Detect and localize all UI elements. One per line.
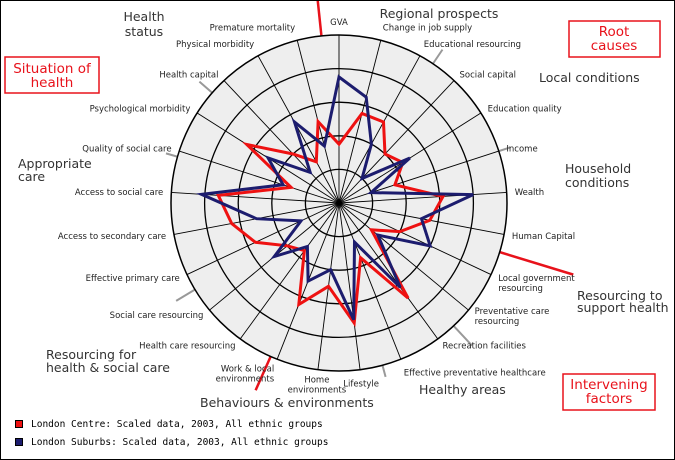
spoke-line bbox=[338, 202, 492, 275]
spoke-label: Educational resourcing bbox=[424, 40, 521, 50]
legend-item-london-suburbs: London Suburbs: Scaled data, 2003, All e… bbox=[15, 435, 328, 449]
intervening-factors-label-2: factors bbox=[586, 391, 633, 407]
spoke-label: GVA bbox=[330, 18, 348, 28]
spoke-label: Access to secondary care bbox=[58, 232, 166, 242]
spoke-label: Lifestyle bbox=[343, 380, 379, 390]
group-label-resourcing-health-2: health & social care bbox=[46, 360, 170, 375]
situation-of-health-box bbox=[4, 56, 100, 94]
situation-of-health-label-1: Situation of bbox=[13, 61, 92, 77]
spoke-label: Social care resourcing bbox=[110, 311, 204, 321]
spoke-label-part: resourcing bbox=[475, 317, 520, 327]
spoke-line bbox=[338, 55, 421, 204]
spoke-label: Physical morbidity bbox=[176, 40, 254, 50]
spoke-label: Recreation facilities bbox=[443, 341, 527, 351]
spoke-label-part: environments bbox=[216, 375, 275, 385]
spoke-label-part: Work & local bbox=[221, 365, 274, 375]
intervening-factors-label-1: Intervening bbox=[570, 377, 647, 393]
spoke-line bbox=[338, 80, 455, 204]
legend-swatch-london-suburbs bbox=[15, 438, 23, 446]
spoke-label: Access to social care bbox=[75, 188, 163, 198]
spoke-line bbox=[338, 40, 382, 204]
spoke-line bbox=[338, 192, 507, 204]
radar-series bbox=[195, 74, 474, 328]
spoke-label: Effective preventative healthcare bbox=[404, 369, 546, 379]
legend-swatch-london-centre bbox=[15, 420, 23, 428]
spoke-label: Human Capital bbox=[512, 232, 575, 242]
spoke-label: Health care resourcing bbox=[139, 341, 235, 351]
group-label-appropriate-care-2: care bbox=[18, 169, 45, 184]
spoke-label: Work & local environments bbox=[216, 365, 275, 385]
group-label-appropriate-care-1: Appropriate bbox=[18, 156, 92, 171]
spoke-label-part: Local government bbox=[498, 274, 575, 284]
legend-item-london-centre: London Centre: Scaled data, 2003, All et… bbox=[15, 417, 323, 431]
spoke-line bbox=[223, 80, 340, 204]
spoke-label: Preventative care resourcing bbox=[475, 307, 550, 327]
group-label-behaviours: Behaviours & environments bbox=[200, 395, 374, 410]
spoke-label-part: resourcing bbox=[498, 284, 543, 294]
group-label-local-conditions: Local conditions bbox=[539, 70, 640, 85]
spoke-label-part: environments bbox=[288, 386, 347, 396]
group-label-health-status-2: status bbox=[125, 24, 163, 39]
spoke-label: Income bbox=[506, 145, 537, 155]
root-causes-box bbox=[568, 20, 661, 58]
group-label-regional-prospects: Regional prospects bbox=[380, 6, 499, 21]
group-label-resourcing-health-1: Resourcing for bbox=[46, 347, 137, 362]
root-causes-label-2: causes bbox=[591, 38, 638, 54]
root-causes-label-1: Root bbox=[599, 24, 630, 40]
spoke-line bbox=[239, 202, 340, 340]
spoke-label: Effective primary care bbox=[86, 274, 180, 284]
spoke-label-part: Preventative care bbox=[475, 307, 550, 317]
spoke-line bbox=[257, 55, 340, 204]
spoke-label: Education quality bbox=[488, 105, 562, 115]
spoke-label: Health capital bbox=[159, 71, 218, 81]
group-label-household-conditions-1: Household bbox=[565, 161, 631, 176]
spoke-line bbox=[186, 202, 340, 275]
spoke-label: Local government resourcing bbox=[498, 274, 575, 294]
intervening-factors-box bbox=[562, 373, 656, 411]
situation-of-health-label-2: health bbox=[31, 75, 74, 91]
spoke-label: Quality of social care bbox=[82, 145, 171, 155]
group-label-health-status-1: Health bbox=[123, 9, 164, 24]
spoke-label: Premature mortality bbox=[210, 24, 296, 34]
legend-label-london-suburbs: London Suburbs: Scaled data, 2003, All e… bbox=[31, 436, 329, 448]
spoke-label: Social capital bbox=[460, 71, 516, 81]
spoke-label: Change in job supply bbox=[383, 24, 472, 34]
spoke-label: Psychological morbidity bbox=[90, 105, 191, 115]
group-label-healthy-areas: Healthy areas bbox=[419, 382, 506, 397]
spoke-label-part: Home bbox=[304, 376, 329, 386]
group-label-resourcing-support-1: Resourcing to bbox=[577, 288, 663, 303]
legend-label-london-centre: London Centre: Scaled data, 2003, All et… bbox=[31, 418, 323, 430]
spoke-line bbox=[338, 150, 499, 204]
spoke-line bbox=[338, 202, 469, 311]
spoke-line bbox=[338, 202, 439, 340]
spoke-labels: GVA Change in job supply Educational resou… bbox=[58, 18, 576, 396]
series-line-london-suburbs bbox=[195, 74, 474, 321]
group-label-household-conditions-2: conditions bbox=[565, 175, 629, 190]
spoke-line bbox=[179, 150, 340, 204]
spoke-line bbox=[338, 202, 402, 360]
spoke-label: Home environments bbox=[288, 376, 347, 396]
spoke-line bbox=[338, 202, 361, 370]
spoke-label: Wealth bbox=[515, 188, 544, 198]
group-label-resourcing-support-2: support health bbox=[577, 300, 669, 315]
